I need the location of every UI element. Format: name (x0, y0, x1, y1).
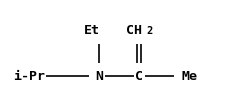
Text: 2: 2 (146, 26, 153, 36)
Text: Me: Me (181, 70, 197, 83)
Text: C: C (135, 70, 144, 83)
Text: Et: Et (84, 24, 100, 37)
Text: CH: CH (126, 24, 142, 37)
Text: N: N (95, 70, 103, 83)
Text: i-Pr: i-Pr (13, 70, 45, 83)
